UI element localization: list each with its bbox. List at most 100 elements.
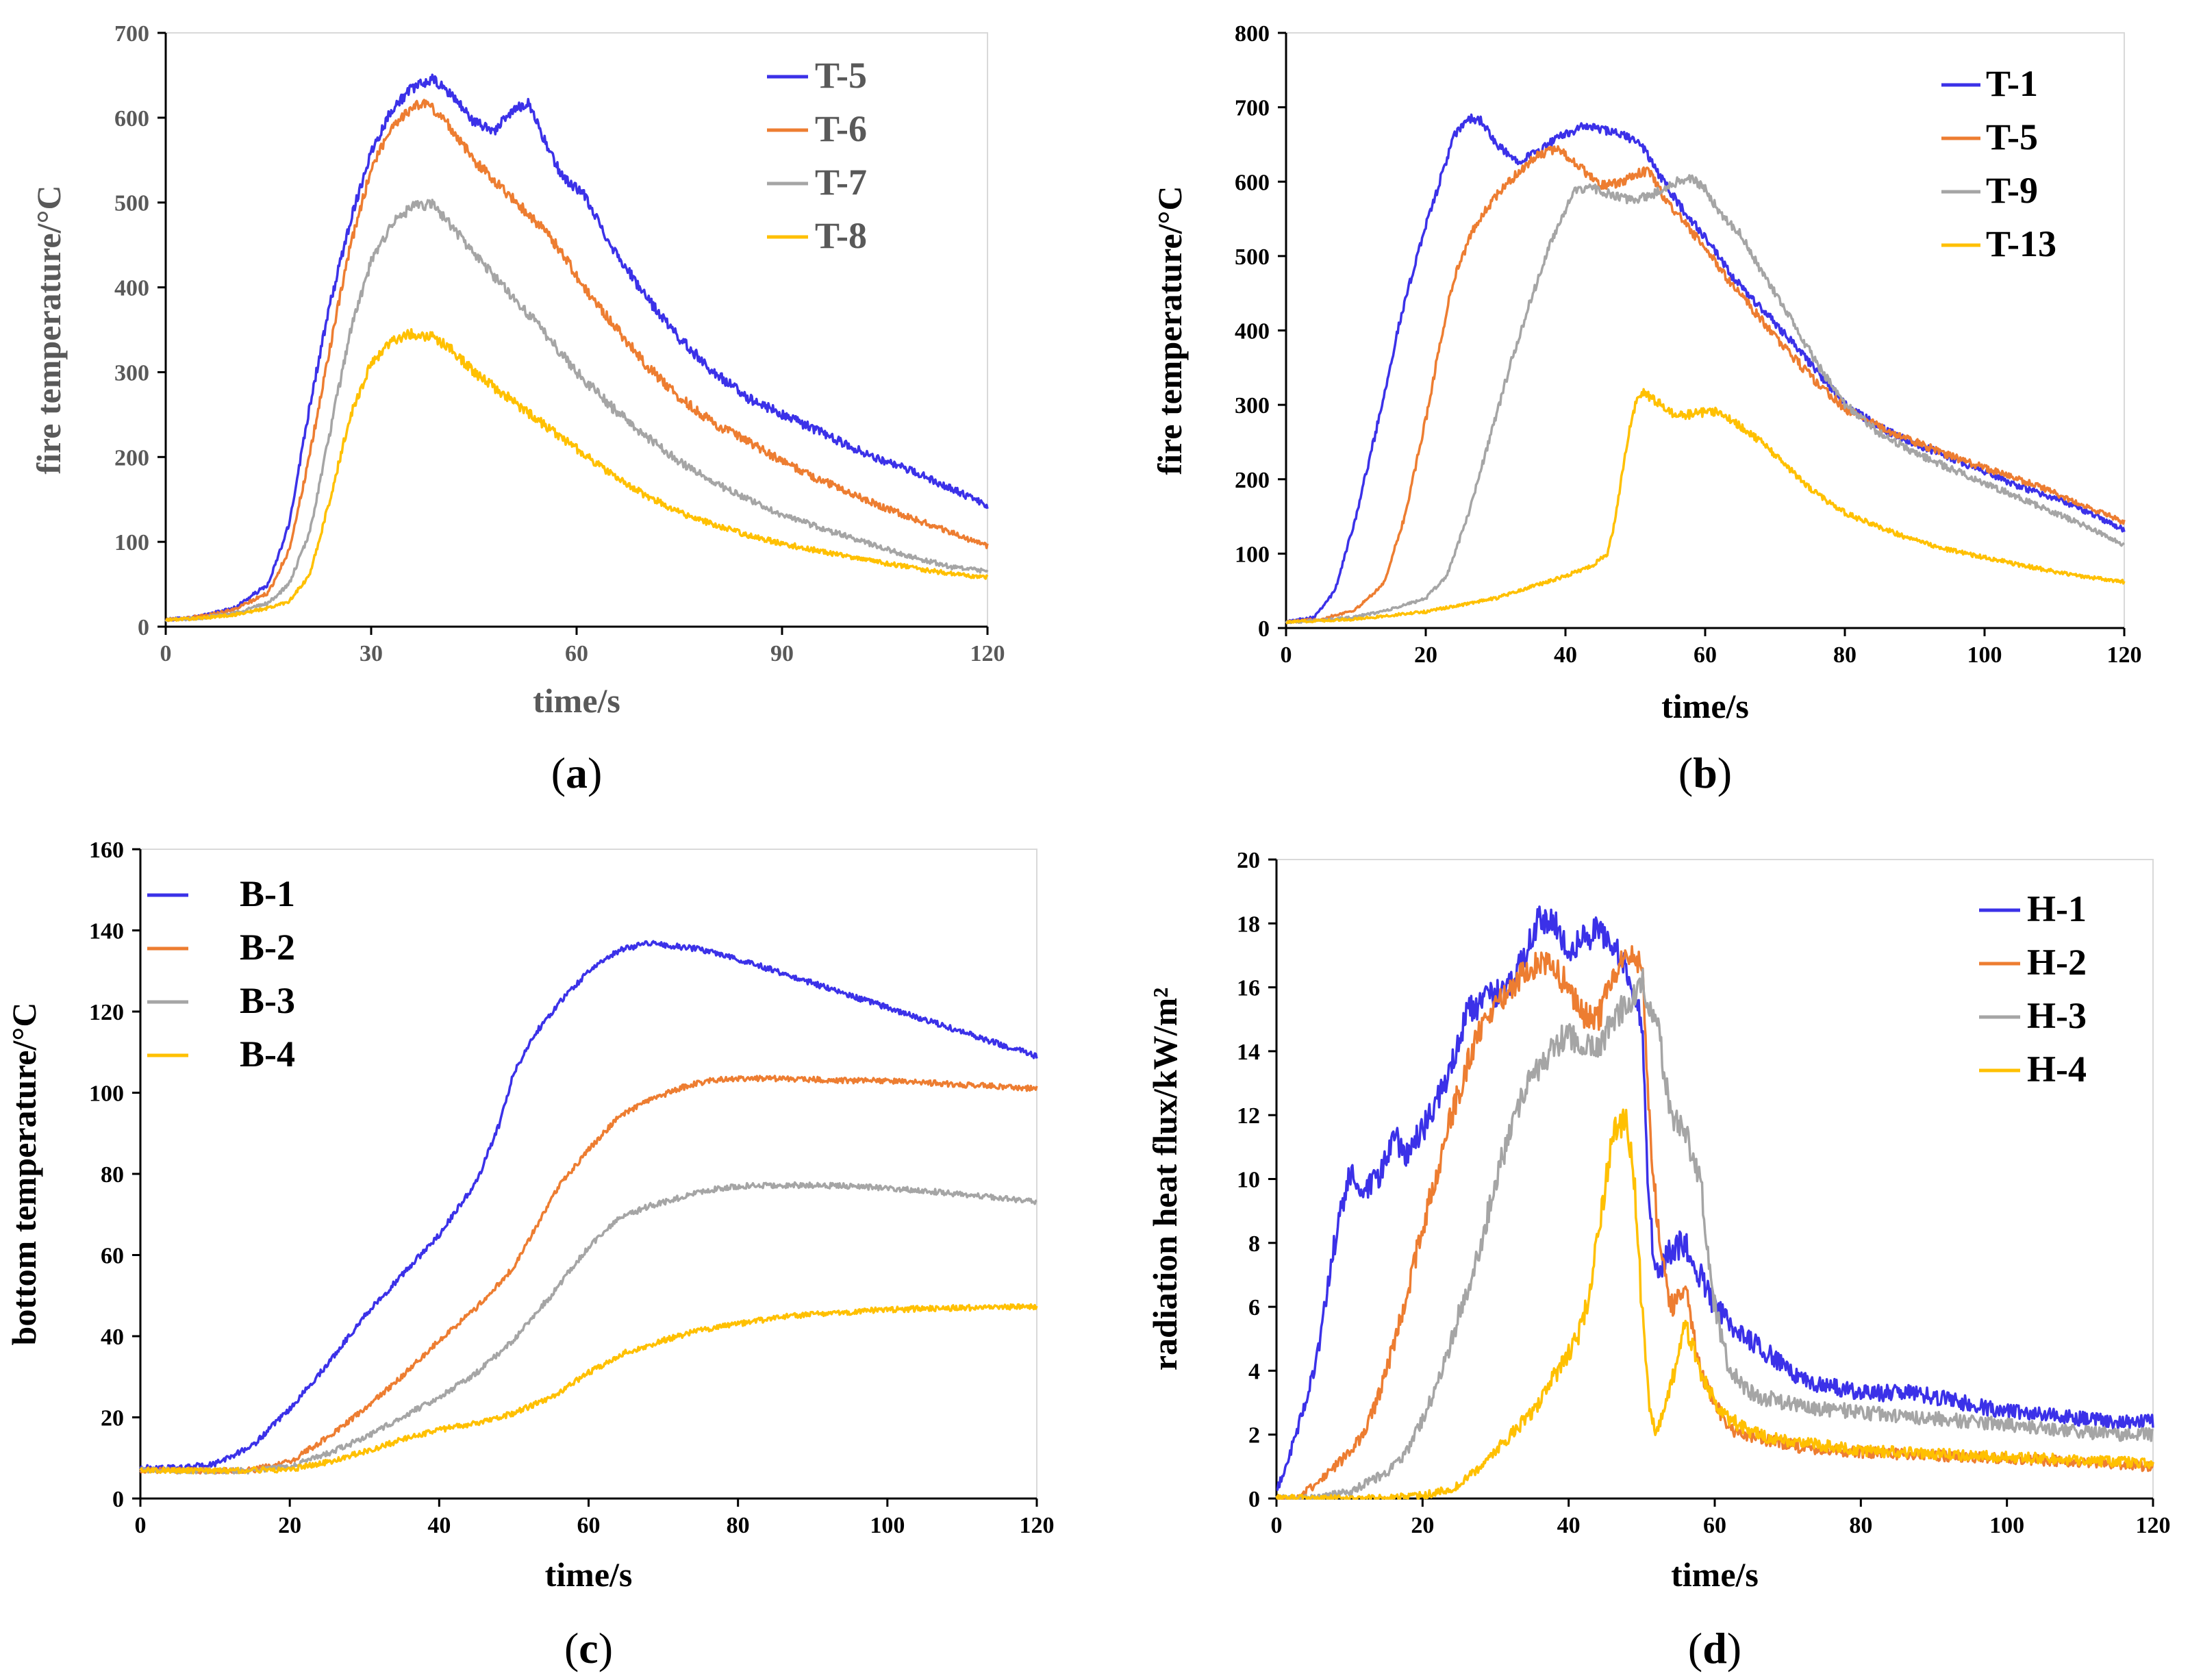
x-tick-label: 60 [565,641,588,666]
x-tick-label: 0 [1271,1513,1283,1538]
y-tick-label: 600 [114,106,149,131]
y-tick-label: 120 [89,1000,124,1025]
x-axis-title: time/s [545,1555,633,1594]
series-line-b-1 [139,940,1038,1472]
y-axis-title: fire temperature/°C [1150,186,1189,475]
series-line-b-4 [139,1303,1038,1475]
legend-label-t-6: T-6 [815,108,867,149]
y-tick-label: 60 [101,1244,124,1269]
panel-letter: c [579,1624,598,1672]
x-tick-label: 60 [577,1513,601,1538]
y-tick-label: 500 [114,191,149,216]
series-line-t-13 [1285,388,2126,625]
chart-panel-d: 0 2 4 6 8 10 12 14 16 18 20 0 20 40 60 80 100 120 H-1 H-2 H-… [1146,848,2171,1672]
y-tick-label: 14 [1237,1040,1260,1065]
legend-label-t-7: T-7 [815,162,867,203]
y-tick-label: 18 [1237,912,1260,937]
x-tick-label: 100 [870,1513,905,1538]
y-tick-label: 20 [101,1406,124,1431]
y-tick-label: 6 [1248,1295,1260,1320]
series-line-t-8 [164,328,989,623]
legend-label-t-5: T-5 [815,55,867,96]
y-tick-label: 0 [1258,616,1270,642]
y-tick-label: 0 [138,615,149,640]
y-tick-label: 100 [1235,542,1270,567]
y-tick-label: 400 [1235,319,1270,344]
y-axis-title: bottom temperature/°C [5,1003,43,1346]
y-axis-title: radiation heat flux/kW/m² [1146,988,1184,1370]
x-tick-label: 20 [1411,1513,1434,1538]
legend-label-h-4: H-4 [2027,1049,2087,1090]
y-tick-label: 12 [1237,1103,1260,1129]
series-line-t-9 [1285,174,2125,625]
y-tick-label: 40 [101,1325,124,1350]
y-tick-label: 100 [114,530,149,555]
legend-label-b-3: B-3 [240,980,295,1021]
y-tick-label: 0 [112,1487,124,1512]
x-axis-title: time/s [1661,687,1749,725]
panel-letter: d [1702,1624,1727,1672]
x-tick-label: 60 [1703,1513,1726,1538]
series-line-t-6 [165,99,989,622]
x-tick-label: 40 [1554,642,1577,668]
series-line-h-2 [1276,945,2154,1500]
x-axis-title: time/s [1671,1555,1759,1594]
legend-label-b-1: B-1 [240,873,295,914]
series-line-b-2 [139,1075,1038,1475]
panel-letter: b [1693,749,1717,797]
chart-panel-b: 0 100 200 300 400 500 600 700 800 0 20 40 60 80 100 120… [1150,21,2142,797]
y-tick-label: 200 [1235,468,1270,493]
panel-label: (a) [551,749,603,797]
series-line-h-4 [1275,1108,2154,1500]
y-tick-label: 20 [1237,848,1260,873]
y-tick-label: 160 [89,838,124,863]
x-tick-label: 80 [727,1513,750,1538]
y-tick-label: 16 [1237,976,1260,1001]
y-tick-label: 300 [114,360,149,386]
x-tick-label: 100 [1989,1513,2024,1538]
x-tick-label: 0 [135,1513,147,1538]
series-line-t-5 [1285,145,2126,625]
x-tick-label: 0 [160,641,172,666]
x-tick-label: 100 [1967,642,2002,668]
x-tick-label: 20 [278,1513,301,1538]
series-line-b-3 [140,1181,1037,1475]
legend-label-b-4: B-4 [240,1033,295,1075]
panel-label: (d) [1688,1624,1741,1672]
y-tick-label: 100 [89,1081,124,1107]
y-tick-label: 500 [1235,245,1270,270]
legend-label-t-9: T-9 [1986,170,2038,211]
x-tick-label: 0 [1281,642,1292,668]
y-tick-label: 4 [1248,1359,1260,1384]
y-tick-label: 10 [1237,1168,1260,1193]
series-line-t-5 [164,73,989,623]
panel-label: (b) [1678,749,1732,797]
y-tick-label: 200 [114,445,149,471]
legend-label-t-5: T-5 [1986,116,2038,158]
x-tick-label: 30 [360,641,383,666]
legend-label-b-2: B-2 [240,927,295,968]
x-tick-label: 120 [970,641,1005,666]
y-tick-label: 800 [1235,21,1270,47]
x-tick-label: 60 [1694,642,1717,668]
panel-label: (c) [564,1624,613,1672]
x-tick-label: 80 [1833,642,1857,668]
legend-label-h-2: H-2 [2027,942,2087,983]
legend-label-h-1: H-1 [2027,888,2087,929]
series-line-h-3 [1275,968,2154,1500]
x-tick-label: 120 [2107,642,2142,668]
panel-letter: a [566,749,588,797]
x-tick-label: 20 [1414,642,1437,668]
legend-label-t-8: T-8 [815,215,867,256]
x-tick-label: 120 [1020,1513,1055,1538]
legend-label-h-3: H-3 [2027,995,2087,1036]
series-line-t-7 [164,199,989,623]
y-tick-label: 700 [114,21,149,47]
y-tick-label: 300 [1235,393,1270,418]
x-tick-label: 40 [427,1513,451,1538]
x-tick-label: 90 [770,641,794,666]
y-tick-label: 80 [101,1162,124,1188]
chart-panel-c: 0 20 40 60 80 100 120 140 160 0 20 40 60 80 100 120 B-1 B… [5,838,1055,1672]
x-tick-label: 120 [2136,1513,2171,1538]
